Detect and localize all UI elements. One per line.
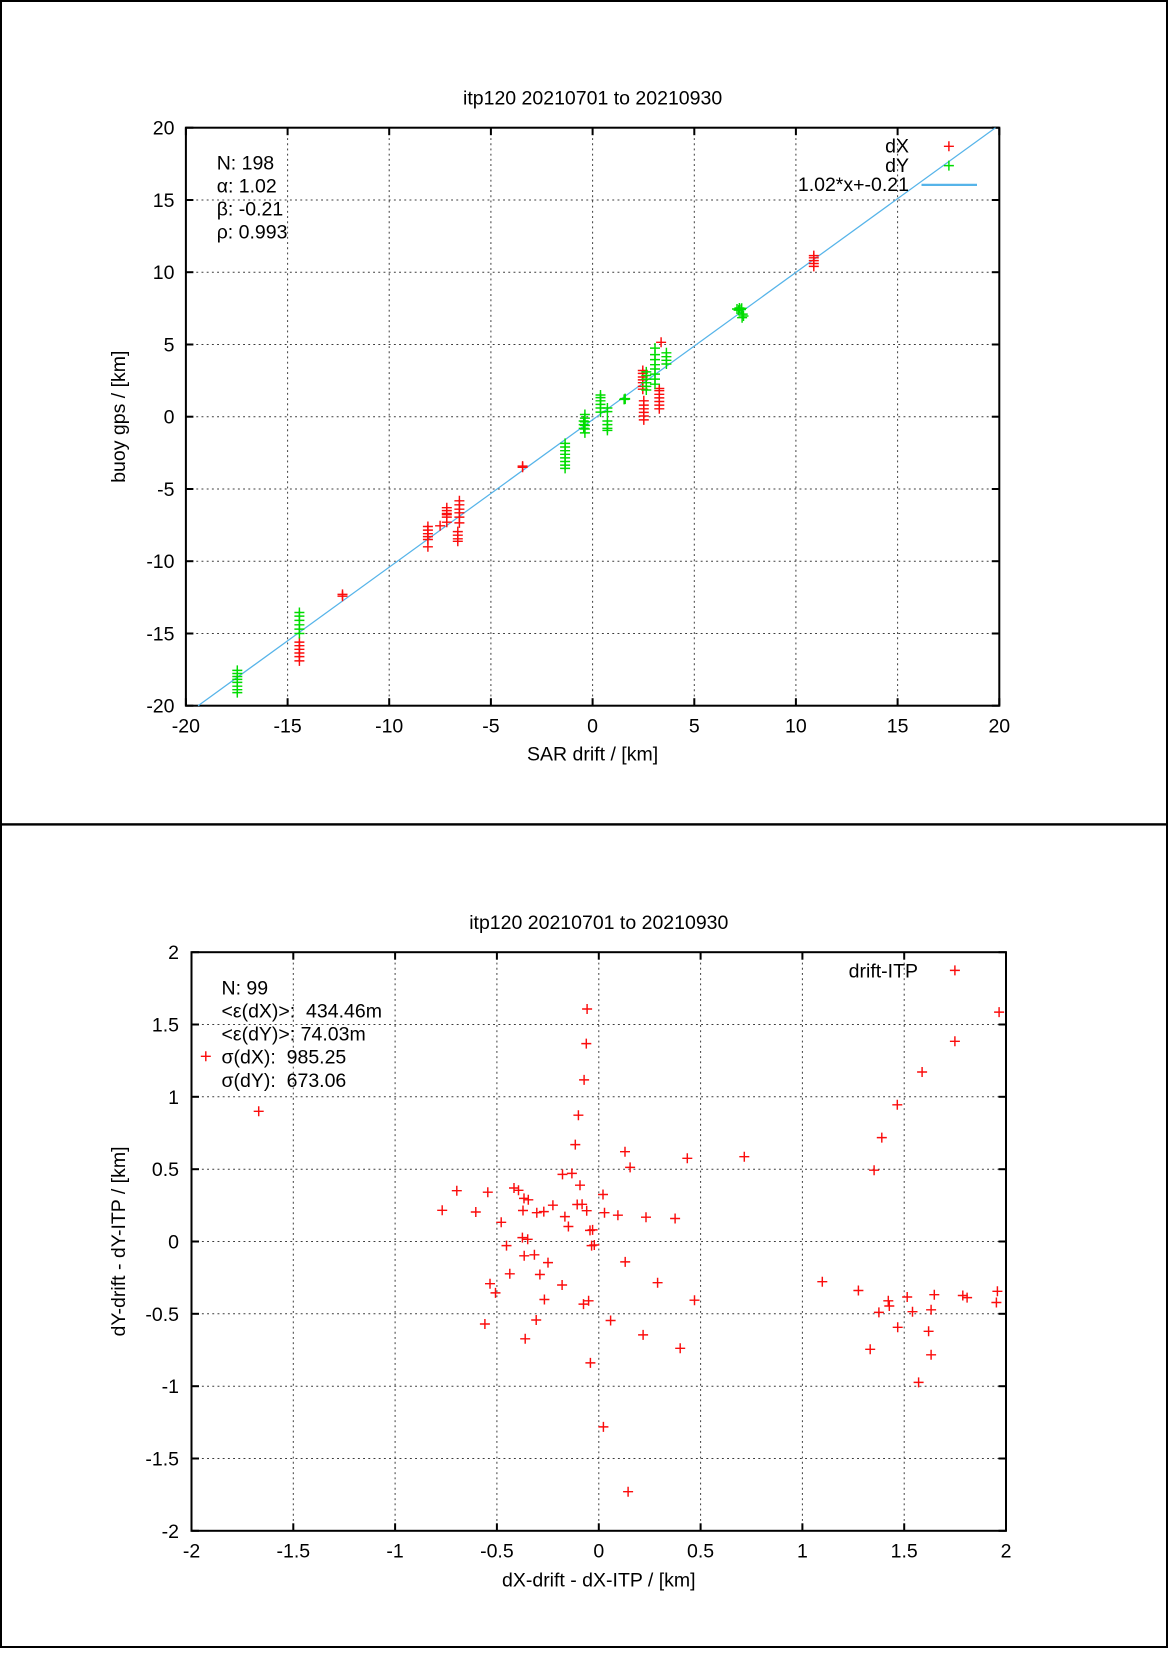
svg-text:σ(dY): 673.06: σ(dY): 673.06 bbox=[222, 1070, 347, 1092]
svg-text:20: 20 bbox=[988, 715, 1010, 737]
svg-text:1.02*x+-0.21: 1.02*x+-0.21 bbox=[798, 174, 909, 196]
svg-text:1.5: 1.5 bbox=[891, 1541, 918, 1563]
svg-text:-2: -2 bbox=[162, 1521, 179, 1543]
svg-text:ρ: 0.993: ρ: 0.993 bbox=[217, 222, 288, 244]
svg-text:drift-ITP: drift-ITP bbox=[849, 961, 918, 983]
svg-text:5: 5 bbox=[689, 715, 700, 737]
svg-text:β: -0.21: β: -0.21 bbox=[217, 199, 284, 221]
svg-text:dX-drift - dX-ITP / [km]: dX-drift - dX-ITP / [km] bbox=[502, 1569, 696, 1591]
svg-text:-10: -10 bbox=[146, 551, 174, 573]
svg-text:SAR drift / [km]: SAR drift / [km] bbox=[527, 744, 658, 766]
svg-text:-20: -20 bbox=[146, 696, 174, 718]
svg-text:-15: -15 bbox=[146, 624, 174, 646]
svg-text:N: 198: N: 198 bbox=[217, 152, 274, 174]
svg-text:-1: -1 bbox=[162, 1376, 179, 1398]
svg-text:0: 0 bbox=[593, 1541, 604, 1563]
svg-text:10: 10 bbox=[785, 715, 807, 737]
svg-text:-5: -5 bbox=[482, 715, 499, 737]
svg-text:20: 20 bbox=[153, 118, 175, 140]
svg-text:1: 1 bbox=[797, 1541, 808, 1563]
svg-text:dY-drift - dY-ITP / [km]: dY-drift - dY-ITP / [km] bbox=[108, 1146, 130, 1336]
svg-text:2: 2 bbox=[1001, 1541, 1012, 1563]
svg-text:15: 15 bbox=[153, 190, 175, 212]
svg-text:<ε(dX)>: 434.46m: <ε(dX)>: 434.46m bbox=[222, 1001, 382, 1023]
svg-text:0: 0 bbox=[587, 715, 598, 737]
svg-text:buoy gps / [km]: buoy gps / [km] bbox=[108, 351, 130, 483]
svg-text:itp120 20210701 to 20210930: itp120 20210701 to 20210930 bbox=[469, 912, 728, 934]
svg-text:-5: -5 bbox=[157, 479, 174, 501]
svg-text:1: 1 bbox=[168, 1087, 179, 1109]
svg-text:1.5: 1.5 bbox=[152, 1015, 179, 1037]
svg-text:15: 15 bbox=[887, 715, 909, 737]
svg-text:-1.5: -1.5 bbox=[145, 1449, 179, 1471]
svg-text:dX: dX bbox=[885, 136, 909, 158]
svg-text:2: 2 bbox=[168, 942, 179, 964]
svg-text:10: 10 bbox=[153, 262, 175, 284]
svg-text:-0.5: -0.5 bbox=[480, 1541, 514, 1563]
svg-text:5: 5 bbox=[164, 335, 175, 357]
svg-text:-10: -10 bbox=[375, 715, 403, 737]
svg-text:0: 0 bbox=[168, 1232, 179, 1254]
svg-text:-1: -1 bbox=[386, 1541, 403, 1563]
svg-text:0.5: 0.5 bbox=[152, 1159, 179, 1181]
svg-text:itp120 20210701 to 20210930: itp120 20210701 to 20210930 bbox=[463, 88, 722, 110]
svg-text:-2: -2 bbox=[183, 1541, 200, 1563]
svg-text:-0.5: -0.5 bbox=[145, 1304, 179, 1326]
svg-text:<ε(dY)>: 74.03m: <ε(dY)>: 74.03m bbox=[222, 1024, 366, 1046]
svg-text:0: 0 bbox=[164, 407, 175, 429]
svg-text:dY: dY bbox=[885, 155, 909, 177]
svg-text:α: 1.02: α: 1.02 bbox=[217, 176, 277, 198]
svg-text:-15: -15 bbox=[274, 715, 302, 737]
svg-text:σ(dX): 985.25: σ(dX): 985.25 bbox=[222, 1047, 347, 1069]
svg-text:N: 99: N: 99 bbox=[222, 977, 269, 999]
svg-text:0.5: 0.5 bbox=[687, 1541, 714, 1563]
svg-text:-20: -20 bbox=[172, 715, 200, 737]
svg-text:-1.5: -1.5 bbox=[276, 1541, 310, 1563]
